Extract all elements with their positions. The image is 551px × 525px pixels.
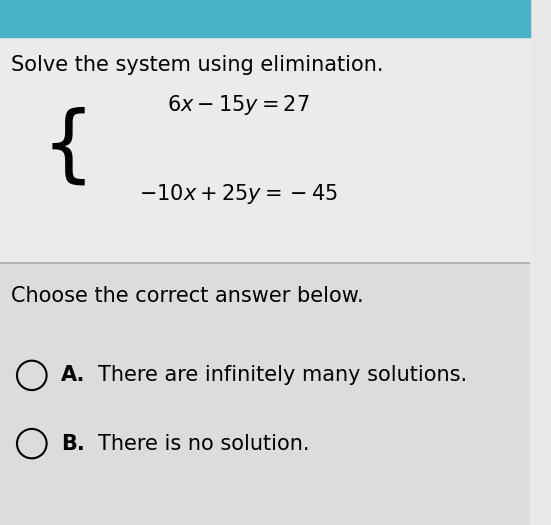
Bar: [0, 0, 530, 37]
Bar: [0, 37, 530, 262]
Text: There are infinitely many solutions.: There are infinitely many solutions.: [98, 365, 467, 385]
Text: B.: B.: [61, 434, 85, 454]
Text: Solve the system using elimination.: Solve the system using elimination.: [10, 55, 383, 75]
Bar: [0, 262, 530, 525]
Text: $-10x + 25y = -45$: $-10x + 25y = -45$: [139, 182, 338, 206]
Text: A.: A.: [61, 365, 85, 385]
Text: $6x - 15y = 27$: $6x - 15y = 27$: [167, 93, 310, 117]
Text: There is no solution.: There is no solution.: [98, 434, 310, 454]
Text: Choose the correct answer below.: Choose the correct answer below.: [10, 286, 363, 306]
Text: $\{$: $\{$: [41, 106, 86, 188]
